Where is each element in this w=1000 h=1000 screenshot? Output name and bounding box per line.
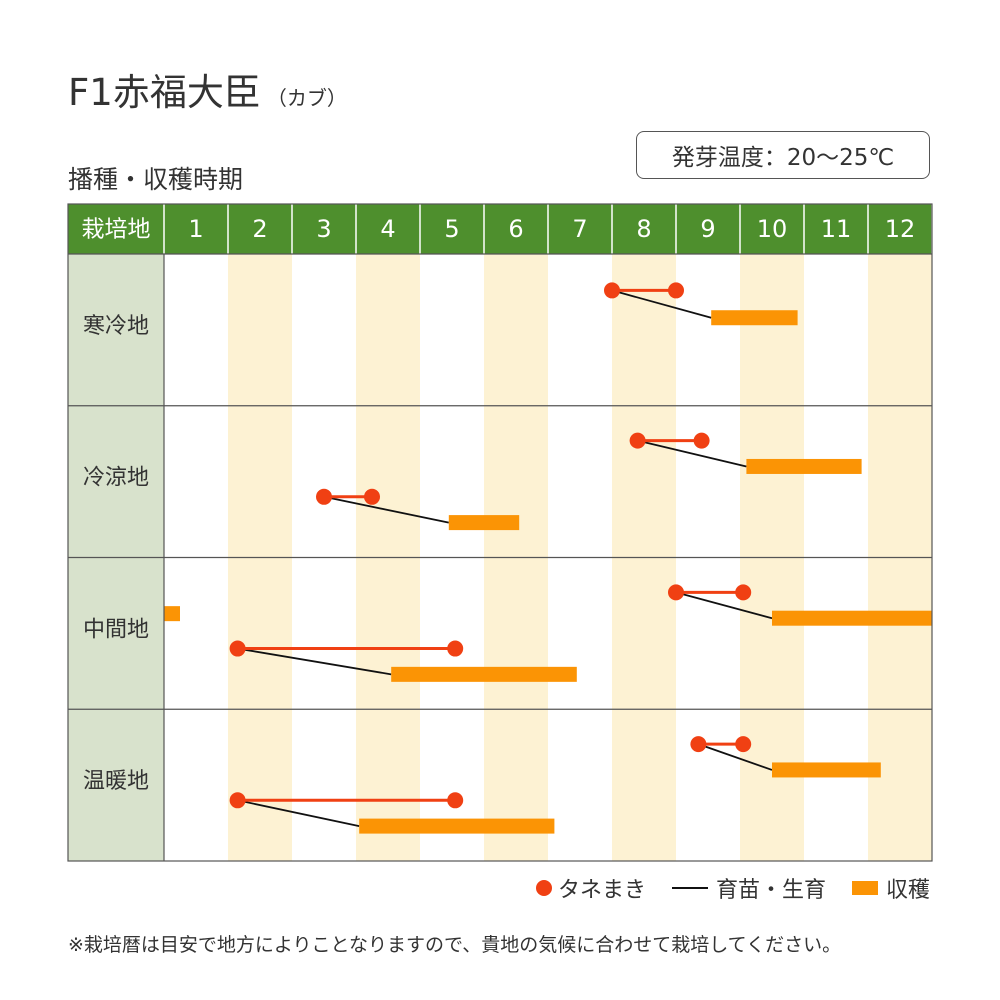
sowing-end-dot (735, 584, 752, 601)
harvest-bar (772, 610, 932, 626)
harvest-bar (359, 818, 555, 834)
legend-growth-line-icon (671, 887, 708, 889)
title-main: F1赤福大臣 (68, 71, 261, 114)
chart-legend: タネまき 育苗・生育 収穫 (510, 872, 930, 904)
month-tick-label: 6 (508, 215, 523, 243)
germination-temperature-box: 発芽温度：20～25℃ (636, 131, 930, 179)
legend-sowing-dot-icon (535, 880, 552, 896)
header-band (68, 204, 932, 254)
month-tick-label: 5 (444, 215, 459, 243)
region-label: 中間地 (83, 617, 149, 642)
sowing-start-dot (229, 792, 246, 809)
harvest-bar (391, 666, 577, 682)
legend-sowing: タネまき (535, 872, 646, 904)
chart-subtitle: 播種・収穫時期 (68, 165, 244, 194)
growth-line (237, 799, 360, 827)
harvest-bar (164, 606, 180, 622)
legend-harvest-bar-icon (851, 881, 878, 895)
region-label: 温暖地 (83, 769, 149, 794)
sowing-end-dot (447, 792, 464, 809)
month-tick-label: 1 (188, 215, 203, 243)
sowing-start-dot (629, 432, 646, 449)
chart-frame (67, 203, 933, 862)
footnote: ※栽培暦は目安で地方によりことなりますので、貴地の気候に合わせて栽培してください… (68, 934, 842, 956)
harvest-bar (711, 310, 798, 326)
region-label: 冷涼地 (83, 466, 149, 491)
month-tick-label: 9 (700, 215, 715, 243)
harvest-bar (746, 458, 862, 474)
sowing-end-dot (693, 432, 710, 449)
growth-line (237, 647, 392, 676)
month-tick-label: 8 (636, 215, 651, 243)
growth-line (698, 743, 773, 771)
sowing-end-dot (668, 282, 684, 299)
month-tick-label: 12 (885, 215, 916, 243)
harvest-bar (772, 762, 881, 778)
month-tick-label: 3 (316, 215, 331, 243)
sowing-start-dot (229, 640, 246, 657)
sowing-end-dot (364, 488, 380, 505)
growth-line (323, 495, 449, 524)
sowing-end-dot (735, 736, 752, 753)
title-sub: （カブ） (266, 86, 347, 110)
month-tick-label: 10 (757, 215, 788, 243)
growth-line (675, 591, 773, 620)
month-tick-label: 4 (380, 215, 395, 243)
month-tick-label: 11 (821, 215, 852, 243)
legend-harvest: 収穫 (851, 872, 930, 904)
legend-sowing-label: タネまき (557, 878, 646, 903)
legend-growth-label: 育苗・生育 (715, 878, 826, 903)
legend-growth: 育苗・生育 (671, 872, 826, 904)
legend-harvest-label: 収穫 (885, 878, 930, 903)
region-label: 寒冷地 (83, 314, 149, 339)
month-tick-label: 2 (252, 215, 267, 243)
sowing-start-dot (604, 282, 620, 299)
growth-line (637, 439, 747, 468)
month-tick-label: 7 (572, 215, 587, 243)
sowing-start-dot (668, 584, 684, 601)
sowing-start-dot (690, 736, 707, 753)
sowing-start-dot (316, 488, 332, 505)
header-region-label: 栽培地 (82, 217, 151, 243)
sowing-end-dot (447, 640, 464, 657)
page-title: F1赤福大臣 （カブ） (68, 62, 347, 116)
growth-line (611, 289, 712, 319)
harvest-bar (448, 515, 520, 531)
